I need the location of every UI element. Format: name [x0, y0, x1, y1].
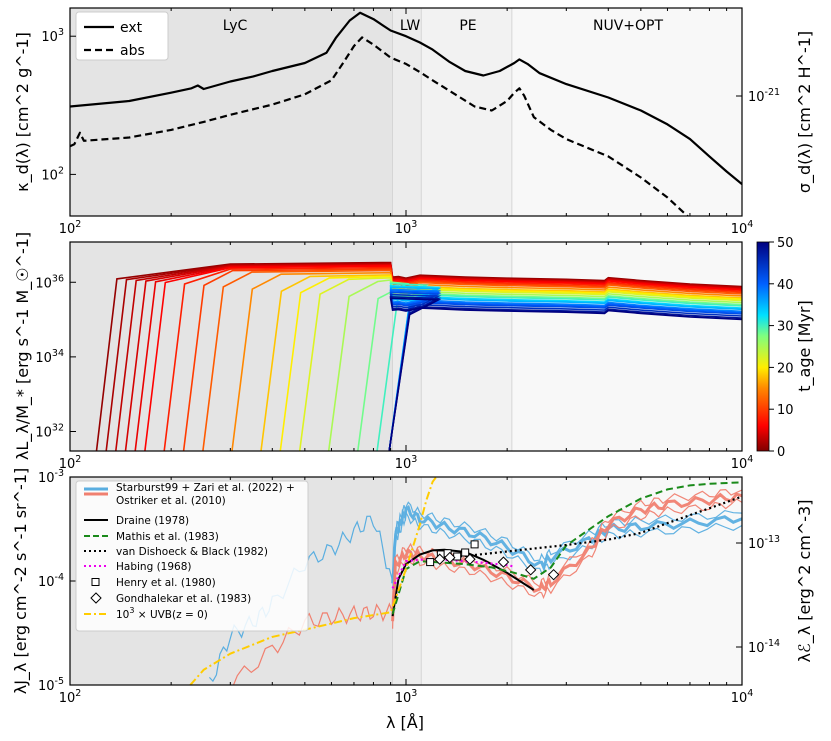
bot-ylabel-right: λℰ_λ [erg^2 cm^-3]	[795, 500, 815, 663]
x-tick-label: 104	[731, 454, 754, 472]
region-shading	[70, 8, 742, 216]
bot-ytick-label: 10-4	[38, 572, 64, 590]
sed-age-12myr	[202, 269, 742, 451]
henry-point	[453, 552, 462, 561]
region-pe	[421, 8, 512, 216]
mid-ylabel: λL_λ/M_* [erg s^-1 M_☉^-1]	[13, 232, 33, 460]
sed-age-8myr	[163, 266, 742, 451]
top-ytick-label: 103	[41, 27, 64, 45]
region-lw	[392, 8, 422, 216]
bottom-legend-label: Henry et al. (1980)	[116, 577, 216, 589]
x-tick-label: 102	[59, 688, 82, 706]
starburst-lower-lyc	[232, 602, 394, 685]
series-draine-1978-	[391, 548, 535, 617]
colorbar-tick-label: 10	[777, 403, 794, 418]
colorbar-tick-label: 30	[777, 320, 794, 335]
sed-age-6myr	[144, 265, 742, 451]
colorbar-gradient	[756, 241, 770, 452]
bot-ylabel-left: λJ_λ [erg cm^-2 s^-1 sr^-1]	[11, 468, 31, 695]
starburst-upper-line	[391, 504, 742, 584]
region-shading	[70, 242, 742, 451]
bottom-legend-label: Draine (1978)	[116, 515, 189, 527]
bottom-legend-label: Habing (1968)	[116, 561, 191, 573]
sed-age-15myr	[231, 271, 742, 451]
top-ylabel-right: σ_d(λ) [cm^2 H^-1]	[795, 31, 815, 193]
top-ylabel-left: κ_d(λ) [cm^2 g^-1]	[13, 32, 33, 192]
series-ext	[70, 11, 742, 186]
gondhalekar-point	[497, 556, 510, 568]
mid-ytick-label: 1034	[35, 348, 64, 366]
legend-label-abs: abs	[120, 43, 145, 59]
bottom-legend: Starburst99 + Zari et al. (2022) + Ostrik…	[75, 480, 309, 632]
colorbar-tick-label: 40	[777, 278, 794, 293]
sed-age-10myr	[182, 268, 742, 451]
top-ytick-label: 102	[41, 165, 64, 183]
region-nuv-opt	[511, 8, 742, 216]
bot-ytick-right-label: 10-13	[748, 534, 780, 552]
x-axis-label: λ [Å]	[386, 713, 424, 732]
top-legend: ext abs	[75, 11, 169, 61]
mid-ytick-label: 1032	[35, 422, 64, 440]
x-tick-label: 103	[395, 688, 418, 706]
x-tick-label: 102	[59, 219, 82, 237]
henry-point	[461, 548, 470, 557]
series-abs	[70, 36, 690, 216]
gondhalekar-point	[434, 553, 446, 565]
legend-label-ext: ext	[120, 20, 143, 36]
x-tick-label: 103	[395, 454, 418, 472]
sed-age-45myr	[388, 293, 742, 451]
series-mathis-et-al-1983-	[391, 481, 742, 615]
colorbar: 0 10 20 30 40 50 t_age [Myr]	[756, 236, 815, 460]
region-lyc	[70, 242, 393, 451]
x-tick-label: 104	[731, 688, 754, 706]
bot-ytick-label: 10-3	[38, 468, 64, 486]
sed-age-48myr	[388, 295, 742, 451]
gondhalekar-point	[444, 551, 456, 564]
colorbar-tick-label: 0	[777, 445, 785, 460]
bottom-legend-label: 103 × UVB(z = 0)	[116, 606, 208, 621]
colorbar-tick-label: 50	[777, 236, 794, 251]
series-10-3-uvb-z-0-	[189, 477, 437, 685]
region-nuv-opt	[511, 242, 742, 451]
colorbar-label: t_age [Myr]	[795, 300, 815, 392]
bottom-legend-label: Starburst99 + Zari et al. (2022) + Ostrik…	[116, 482, 295, 507]
gondhalekar-point	[464, 553, 476, 565]
top-ytick-right-label: 10-21	[748, 87, 780, 105]
bot-ytick-right-label: 10-14	[748, 638, 780, 656]
bottom-legend-label: Gondhalekar et al. (1983)	[116, 593, 251, 605]
region-label-lw: LW	[400, 18, 421, 34]
x-tick-label: 104	[731, 219, 754, 237]
region-lw	[392, 242, 422, 451]
panel-dust-opacity: LyC LW PE NUV+OPT ext abs 102 103 10-21 102 103 104	[41, 7, 780, 237]
starburst-lower-line	[392, 498, 742, 629]
henry-point	[426, 558, 435, 567]
gondhalekar-point	[524, 564, 537, 576]
sed-age-50myr	[388, 297, 742, 451]
henry-point	[470, 540, 479, 549]
series-van-dishoeck-black-1982-	[454, 495, 742, 559]
region-pe	[421, 477, 512, 685]
bottom-legend-label: Mathis et al. (1983)	[116, 531, 219, 543]
x-tick-label: 103	[395, 219, 418, 237]
gondhalekar-point	[547, 568, 560, 581]
region-label-lyc: LyC	[223, 18, 248, 34]
starburst-lower-line	[391, 492, 742, 622]
mid-ytick-label: 1036	[35, 273, 64, 291]
colorbar-tick-label: 20	[777, 361, 794, 376]
mid-series	[95, 261, 742, 451]
bottom-legend-label: van Dishoeck & Black (1982)	[116, 546, 268, 558]
region-label-pe: PE	[459, 18, 476, 34]
region-label-nuv-opt: NUV+OPT	[593, 18, 663, 34]
region-pe	[421, 242, 512, 451]
top-series	[70, 11, 742, 216]
starburst-upper-line	[392, 510, 742, 590]
bot-series	[189, 477, 742, 685]
